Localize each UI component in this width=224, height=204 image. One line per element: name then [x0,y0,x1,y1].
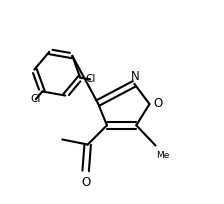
Text: Cl: Cl [31,94,41,104]
Text: O: O [153,96,163,110]
Text: N: N [131,70,140,83]
Text: O: O [81,175,90,188]
Text: Cl: Cl [85,74,95,84]
Text: Me: Me [156,151,169,160]
